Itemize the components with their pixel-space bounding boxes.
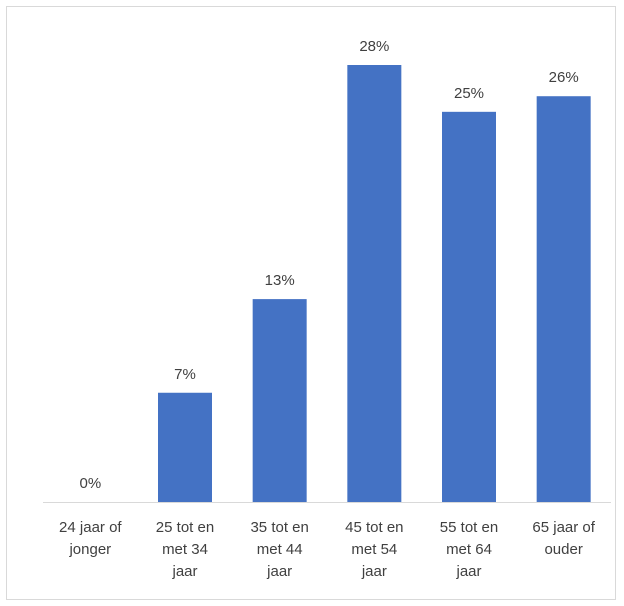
data-label: 13%: [265, 272, 295, 289]
x-tick-label: 45 tot en met 54 jaar: [345, 519, 403, 580]
bar: [536, 96, 591, 502]
x-tick-label: 24 jaar of jonger: [59, 519, 122, 558]
x-tick-label-line: 35 tot en: [250, 519, 308, 536]
x-tick-label-line: jonger: [68, 541, 111, 558]
x-tick-label: 35 tot en met 44 jaar: [250, 519, 308, 580]
x-tick-label-line: 65 jaar of: [532, 519, 595, 536]
bar: [442, 111, 496, 503]
data-label: 25%: [454, 85, 484, 102]
x-tick-label-line: met 44: [257, 541, 303, 558]
x-tick-label-line: met 64: [446, 541, 492, 558]
x-tick-label-line: jaar: [171, 563, 197, 580]
x-tick-label-line: 45 tot en: [345, 519, 403, 536]
bar: [158, 392, 212, 502]
chart-frame: 0% 24 jaar of jonger 7% 25 tot en met 34 jaar 1…: [6, 6, 616, 600]
x-tick-label-line: jaar: [266, 563, 292, 580]
data-label: 0%: [79, 475, 101, 492]
bar-chart: 0% 24 jaar of jonger 7% 25 tot en met 34 jaar 1…: [43, 38, 611, 580]
x-tick-label: 65 jaar of ouder: [532, 519, 595, 558]
x-tick-label-line: jaar: [361, 563, 387, 580]
data-label: 7%: [174, 366, 196, 383]
x-tick-label-line: 25 tot en: [156, 519, 214, 536]
data-label: 28%: [359, 38, 389, 55]
x-tick-label-line: met 34: [162, 541, 208, 558]
bar: [252, 299, 307, 502]
data-label: 26%: [549, 69, 579, 86]
x-tick-label: 55 tot en met 64 jaar: [440, 519, 498, 580]
x-tick-label-line: 55 tot en: [440, 519, 498, 536]
x-tick-label: 25 tot en met 34 jaar: [156, 519, 214, 580]
x-tick-label-line: jaar: [455, 563, 481, 580]
x-tick-label-line: 24 jaar of: [59, 519, 122, 536]
bar: [347, 65, 402, 502]
x-tick-label-line: met 54: [351, 541, 397, 558]
x-tick-label-line: ouder: [544, 541, 582, 558]
